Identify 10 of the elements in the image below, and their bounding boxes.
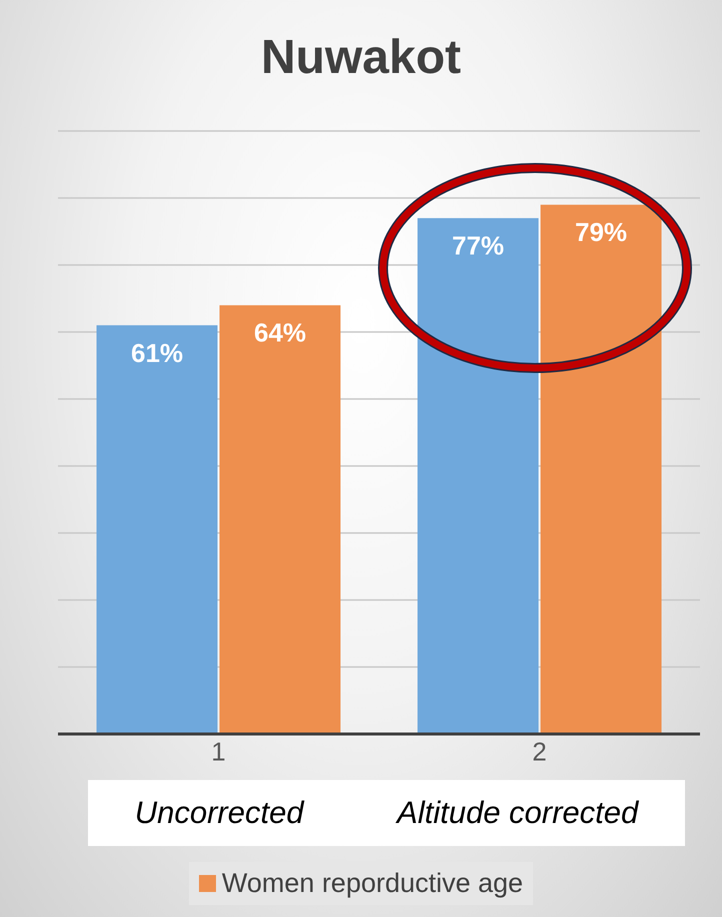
legend-label: Women reporductive age	[220, 868, 524, 899]
data-label: 61%	[130, 338, 184, 368]
chart-title: Nuwakot	[260, 30, 462, 85]
data-label: 77%	[452, 230, 504, 261]
text: Altitude corrected	[397, 795, 638, 831]
data-label: 64%	[254, 318, 306, 348]
x-tick-label: 2	[532, 736, 547, 766]
x-tick-label: 1	[211, 736, 226, 766]
text: Uncorrected	[134, 795, 304, 831]
data-label: 79%	[574, 217, 628, 248]
